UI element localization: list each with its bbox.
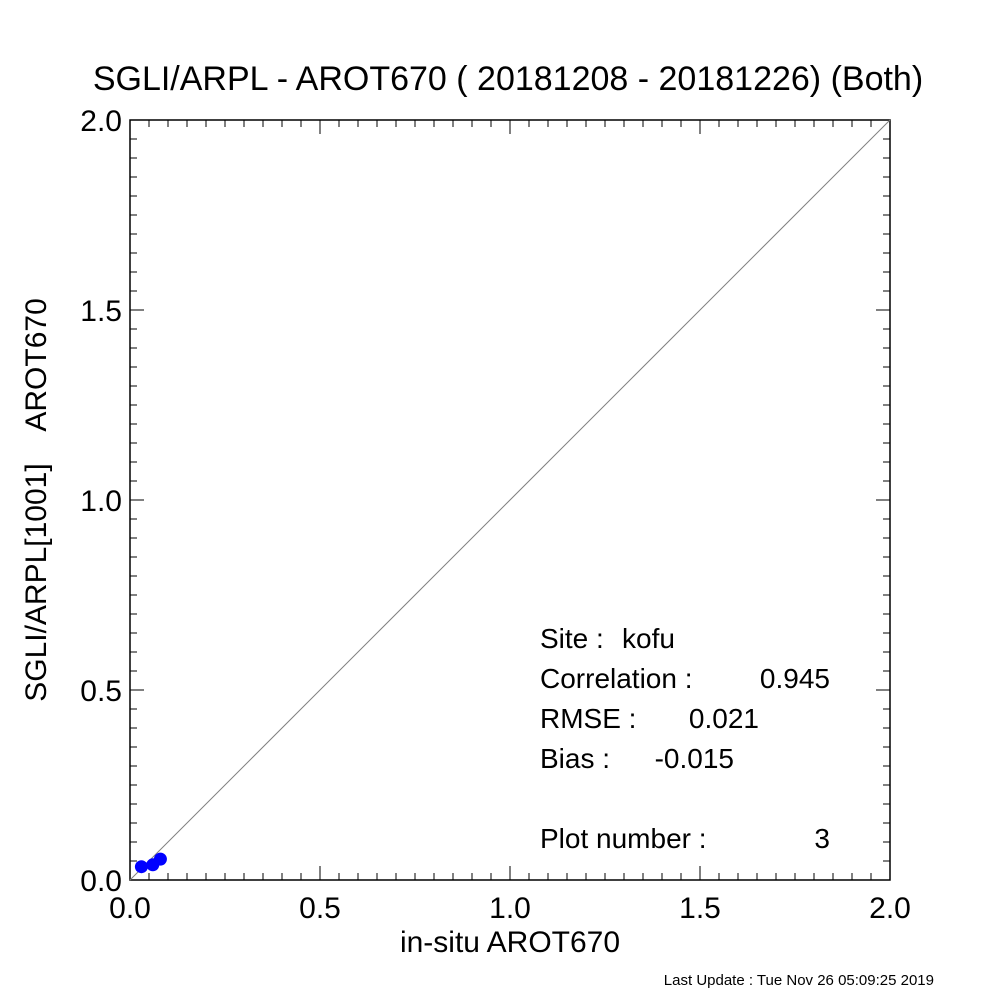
chart-title: SGLI/ARPL - AROT670 ( 20181208 - 2018122… [93, 60, 923, 98]
data-points [134, 852, 167, 874]
stat-site-label: Site : [540, 623, 604, 654]
stat-plot-number-label: Plot number : [540, 823, 707, 854]
x-tick-label: 0.5 [299, 892, 341, 925]
stat-bias-label: Bias : [540, 743, 610, 774]
stats-box: Site : kofu Correlation : 0.945 RMSE : 0… [540, 623, 830, 854]
stat-bias-value: -0.015 [655, 743, 734, 774]
y-tick-label: 2.0 [80, 105, 122, 138]
data-point [153, 852, 167, 866]
stat-plot-number-value: 3 [814, 823, 830, 854]
y-tick-label: 1.0 [80, 485, 122, 518]
x-tick-label: 2.0 [869, 892, 911, 925]
last-update-footer: Last Update : Tue Nov 26 05:09:25 2019 [664, 972, 934, 989]
stat-correlation-value: 0.945 [760, 663, 830, 694]
y-axis-label: SGLI/ARPL[1001] AROT670 [20, 298, 53, 702]
data-point [134, 860, 148, 874]
y-tick-label: 0.0 [80, 865, 122, 898]
y-tick-label: 0.5 [80, 675, 122, 708]
x-tick-label: 1.0 [489, 892, 531, 925]
one-to-one-line [129, 119, 891, 881]
x-tick-label: 0.0 [109, 892, 151, 925]
stat-rmse-label: RMSE : [540, 703, 636, 734]
stat-correlation-label: Correlation : [540, 663, 693, 694]
x-tick-label: 1.5 [679, 892, 721, 925]
axis-ticks [129, 119, 891, 881]
tick-labels: 0.0 0.5 1.0 1.5 2.0 0.0 0.5 1.0 1.5 2.0 [80, 105, 911, 925]
y-tick-label: 1.5 [80, 295, 122, 328]
stat-rmse-value: 0.021 [689, 703, 759, 734]
stat-site-value: kofu [622, 623, 675, 654]
x-axis-label: in-situ AROT670 [400, 926, 620, 959]
reference-line-layer [129, 119, 891, 881]
